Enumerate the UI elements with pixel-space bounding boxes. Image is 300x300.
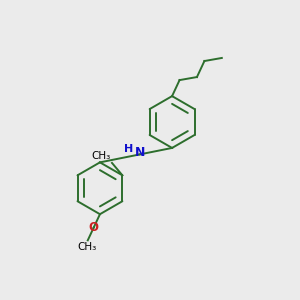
Text: CH₃: CH₃ [92, 152, 111, 161]
Text: H: H [124, 143, 133, 154]
Text: CH₃: CH₃ [77, 242, 97, 252]
Text: N: N [134, 146, 145, 160]
Text: O: O [89, 221, 99, 234]
